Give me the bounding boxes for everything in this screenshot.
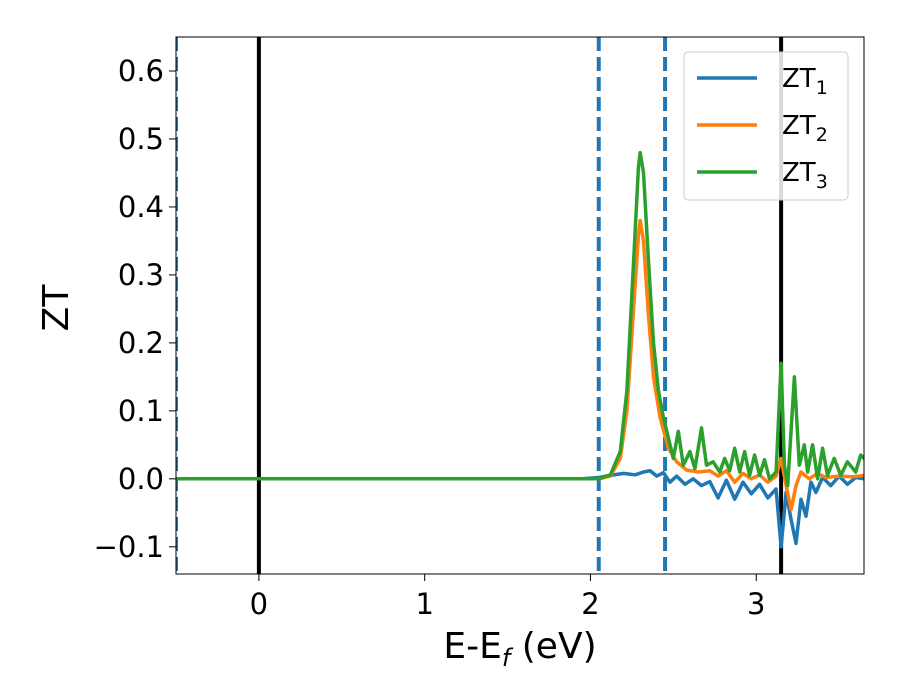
- series-layer: [176, 150, 864, 549]
- y-axis-label: ZT: [36, 284, 77, 332]
- y-tick-label: −0.1: [94, 530, 164, 564]
- y-axis: −0.1 0.0 0.1 0.2 0.3 0.4 0.5 0.6: [94, 54, 176, 564]
- x-axis: 0 1 2 3: [250, 574, 765, 621]
- legend-box: [683, 51, 849, 201]
- series-line-zt3: [176, 150, 864, 488]
- y-tick-label: 0.5: [118, 122, 164, 156]
- plot-frame: [175, 36, 865, 575]
- x-tick-label: 3: [747, 587, 765, 621]
- y-tick-label: 0.6: [118, 54, 164, 88]
- y-tick-label: 0.3: [118, 258, 164, 292]
- x-tick-label: 2: [581, 587, 599, 621]
- legend-label-zt3: ZT3: [782, 158, 828, 193]
- series-line-zt1: [176, 468, 864, 549]
- legend-label-zt2: ZT2: [782, 111, 828, 146]
- series-line-zt2: [176, 218, 864, 512]
- y-tick-label: 0.0: [118, 462, 164, 496]
- legend: ZT1 ZT2 ZT3: [683, 51, 849, 201]
- x-axis-label: E-Ef (eV): [443, 626, 596, 672]
- x-tick-label: 1: [415, 587, 433, 621]
- y-tick-label: 0.2: [118, 326, 164, 360]
- x-tick-label: 0: [250, 587, 268, 621]
- y-tick-label: 0.4: [118, 190, 164, 224]
- y-tick-label: 0.1: [118, 394, 164, 428]
- legend-label-zt1: ZT1: [782, 64, 828, 99]
